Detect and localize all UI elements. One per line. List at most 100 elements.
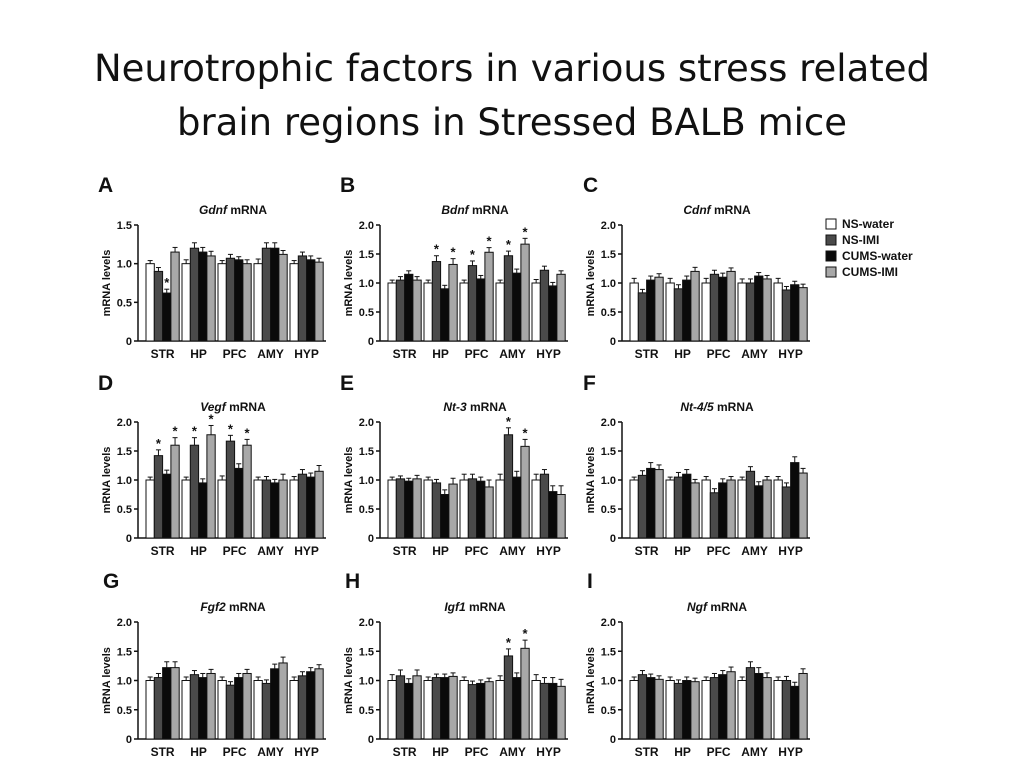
y-axis-label: mRNA levels xyxy=(585,647,597,714)
bar xyxy=(270,668,280,740)
bar xyxy=(170,251,180,342)
bar xyxy=(484,486,494,539)
bar xyxy=(423,282,433,342)
bar xyxy=(206,672,216,740)
bar xyxy=(189,444,200,539)
bar xyxy=(709,492,720,539)
bar xyxy=(145,263,155,342)
panel-letter: D xyxy=(98,372,113,395)
bar xyxy=(503,434,514,539)
x-tick-label: PFC xyxy=(465,745,489,759)
bar xyxy=(737,282,747,342)
bar xyxy=(412,279,422,342)
y-tick-label: 0 xyxy=(126,533,132,545)
panel-title: Ngf mRNA xyxy=(687,600,747,614)
bar xyxy=(539,473,550,539)
bar xyxy=(314,668,324,740)
bar xyxy=(726,270,736,342)
title-suffix: mRNA xyxy=(707,600,747,614)
bar xyxy=(646,467,656,539)
panel-a: A Gdnf mRNA mRNA levels 0 0.5 1.0 1.5 STR * HP PFC… xyxy=(98,174,326,361)
x-tick-label: HP xyxy=(432,544,449,558)
bar xyxy=(556,494,566,539)
bar xyxy=(690,482,700,539)
y-tick-label: 1.5 xyxy=(117,646,132,658)
x-tick-label: STR xyxy=(151,347,175,361)
bar xyxy=(297,255,308,342)
panel-letter: A xyxy=(98,174,113,197)
bar xyxy=(423,479,433,539)
y-tick-label: 1.5 xyxy=(359,446,374,458)
y-tick-label: 0.5 xyxy=(359,705,374,717)
bar xyxy=(762,479,772,539)
y-axis-label: mRNA levels xyxy=(585,250,597,317)
bar xyxy=(162,292,172,342)
y-tick-label: 0.5 xyxy=(117,504,132,516)
x-tick-label: PFC xyxy=(707,745,731,759)
x-tick-label: STR xyxy=(393,544,417,558)
y-tick-label: 1.5 xyxy=(359,249,374,261)
bar xyxy=(234,467,244,539)
x-tick-label: HP xyxy=(674,544,691,558)
bar xyxy=(306,259,316,342)
x-tick-label: STR xyxy=(393,745,417,759)
bar xyxy=(225,257,236,342)
bar xyxy=(495,479,505,539)
y-tick-label: 2.0 xyxy=(117,617,132,629)
bar xyxy=(170,444,180,539)
bar xyxy=(153,677,164,740)
bar xyxy=(217,680,227,740)
bar xyxy=(404,273,414,342)
bar xyxy=(520,445,530,539)
bar xyxy=(181,680,191,740)
y-tick-label: 2.0 xyxy=(601,417,616,429)
x-tick-label: HYP xyxy=(778,745,803,759)
panel-title: Bdnf mRNA xyxy=(441,203,509,217)
y-tick-label: 0 xyxy=(368,533,374,545)
bar xyxy=(387,479,397,539)
bar xyxy=(629,479,639,539)
bar xyxy=(278,479,288,539)
y-tick-label: 1.5 xyxy=(601,446,616,458)
y-tick-label: 0 xyxy=(610,734,616,746)
x-tick-label: AMY xyxy=(741,745,768,759)
bar xyxy=(270,247,280,342)
bar xyxy=(440,494,450,539)
y-tick-label: 1.5 xyxy=(601,249,616,261)
title-suffix: mRNA xyxy=(226,400,266,414)
bar xyxy=(467,684,478,740)
bar xyxy=(297,675,308,740)
bar xyxy=(153,270,164,342)
x-tick-label: AMY xyxy=(499,745,526,759)
bar xyxy=(234,259,244,342)
significance-star: * xyxy=(523,425,529,440)
bar xyxy=(539,682,550,740)
bar xyxy=(531,680,541,740)
bar xyxy=(412,675,422,740)
bar xyxy=(289,263,299,342)
x-tick-label: PFC xyxy=(223,745,247,759)
bar xyxy=(690,270,700,342)
x-tick-label: STR xyxy=(393,347,417,361)
panel-d: D Vegf mRNA mRNA levels 0 0.5 1.0 1.5 2.0 STR * * H… xyxy=(98,372,326,558)
legend-swatch xyxy=(825,266,837,278)
bar xyxy=(520,243,530,342)
x-tick-label: STR xyxy=(635,745,659,759)
y-tick-label: 1.0 xyxy=(359,676,374,688)
x-tick-label: HP xyxy=(432,745,449,759)
x-tick-label: PFC xyxy=(465,347,489,361)
bar xyxy=(798,287,808,342)
x-tick-label: STR xyxy=(635,544,659,558)
bar xyxy=(448,675,458,740)
bar xyxy=(646,279,656,342)
x-tick-label: PFC xyxy=(707,347,731,361)
bar xyxy=(476,480,486,539)
bar xyxy=(495,282,505,342)
slide-title: Neurotrophic factors in various stress r… xyxy=(0,42,1024,150)
bar xyxy=(654,678,664,740)
bar xyxy=(314,261,324,342)
y-tick-label: 0 xyxy=(126,336,132,348)
panel-title: Gdnf mRNA xyxy=(199,203,267,217)
bar xyxy=(790,284,800,342)
